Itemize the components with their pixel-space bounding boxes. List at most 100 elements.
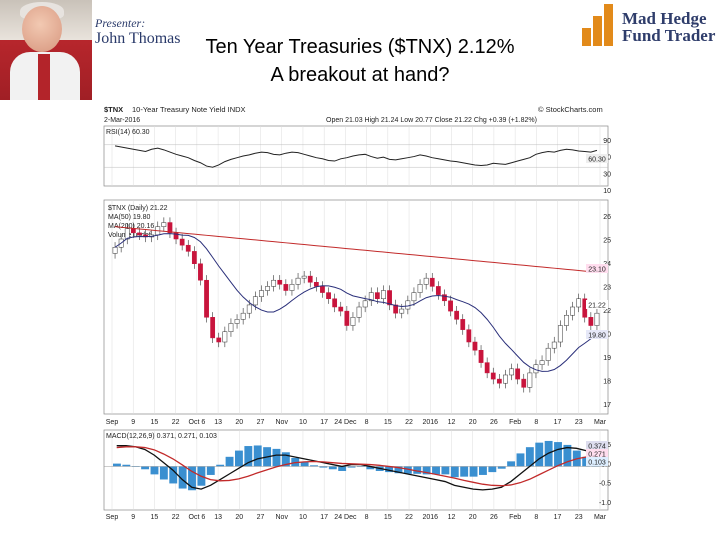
candle (301, 275, 307, 279)
x-axis-label: 15 (384, 419, 392, 426)
candle (332, 298, 338, 308)
x-axis-label-bottom: 8 (534, 514, 538, 521)
chart-description: 10-Year Treasury Note Yield INDX (132, 105, 246, 114)
x-axis-label: 13 (214, 419, 222, 426)
macd-histogram-bar (338, 466, 347, 471)
x-axis-label: Oct 6 (189, 419, 206, 426)
macd-value-tag: 0.374 (588, 444, 606, 451)
candle (454, 310, 460, 320)
candle (228, 323, 234, 332)
macd-panel (103, 429, 609, 511)
rsi-label: RSI(14) 60.30 (106, 129, 150, 136)
close-value-tag-bg (586, 300, 608, 309)
x-axis-label: 8 (534, 419, 538, 426)
candle (399, 308, 405, 314)
macd-histogram-bar (206, 466, 215, 475)
x-axis-label: 23 (575, 419, 583, 426)
ma200-value-tag-bg (586, 264, 608, 273)
hist-value-tag-bg (586, 457, 608, 466)
candle (478, 350, 484, 363)
candle (435, 286, 441, 295)
macd-histogram-bar (319, 466, 328, 468)
candle (167, 222, 173, 234)
macd-histogram-bar (460, 466, 469, 477)
stockcharts-chart: $TNX 10-Year Treasury Note Yield INDX © … (103, 105, 611, 521)
x-axis-label-bottom: Feb (509, 514, 521, 521)
candle (576, 298, 582, 308)
price-tick: 19 (603, 355, 611, 362)
candle (527, 372, 533, 388)
legend-series: $TNX (Daily) 21.22 (108, 205, 168, 212)
chart-date: 2-Mar-2016 (104, 117, 140, 124)
candle (204, 279, 209, 318)
x-axis-label: Feb (509, 419, 521, 426)
candle (240, 312, 246, 320)
candle (277, 279, 283, 285)
ma200-line (115, 226, 597, 273)
signal-value-tag-bg (586, 449, 608, 458)
candle (222, 331, 228, 343)
x-axis-label: 2016 (422, 419, 438, 426)
chart-symbol: $TNX (104, 105, 123, 114)
candle (557, 325, 563, 343)
candle (362, 300, 368, 308)
macd-tick: -1.0 (599, 500, 611, 507)
x-axis-label: 17 (554, 419, 562, 426)
presenter-tie (38, 54, 50, 100)
macd-histogram-bar (244, 446, 253, 467)
candle (381, 290, 386, 300)
macd-histogram-bar (432, 466, 440, 475)
candle (252, 296, 258, 306)
macd-value-tag-bg (586, 441, 608, 450)
candle (161, 222, 167, 227)
candle (387, 290, 392, 306)
x-axis-label-bottom: 17 (554, 514, 562, 521)
macd-histogram-bar (178, 466, 187, 489)
candle (539, 360, 545, 365)
candle (466, 329, 472, 343)
candle (191, 251, 197, 264)
candle (137, 232, 142, 236)
macd-histogram-bar (422, 466, 431, 475)
macd-histogram-bar (188, 466, 196, 491)
candle (545, 347, 551, 361)
x-axis-label-bottom: 20 (469, 514, 477, 521)
x-axis-label-bottom: 22 (172, 514, 180, 521)
candle (368, 292, 374, 302)
x-axis-label-bottom: 13 (214, 514, 222, 521)
candle (320, 286, 325, 293)
macd-histogram-bar (300, 461, 309, 467)
x-axis-label-bottom: 10 (299, 514, 307, 521)
macd-histogram-bar (216, 464, 225, 467)
x-axis-label: 20 (235, 419, 243, 426)
candle (448, 300, 453, 312)
candle (130, 228, 136, 234)
candle (570, 306, 575, 316)
candle (326, 292, 331, 300)
candle (594, 312, 600, 326)
presenter-label: Presenter: (95, 16, 146, 30)
x-axis-label-bottom: 20 (235, 514, 243, 521)
macd-histogram-bar (159, 466, 168, 480)
x-axis-label-bottom: 22 (405, 514, 413, 521)
signal-value-tag: 0.271 (588, 452, 606, 459)
macd-histogram-bar (497, 466, 506, 469)
x-axis-label-bottom: 23 (575, 514, 583, 521)
x-axis-label: 26 (490, 419, 498, 426)
candle (411, 292, 417, 302)
rsi-tick: 30 (603, 171, 611, 178)
candle (564, 314, 569, 326)
candle (521, 378, 527, 388)
candle (234, 319, 240, 324)
x-axis-label: Nov (276, 419, 289, 426)
candle (490, 372, 496, 380)
macd-histogram-bar (122, 464, 131, 467)
x-axis-label-bottom: 26 (490, 514, 498, 521)
candle (307, 275, 313, 283)
slide-title: Ten Year Treasuries ($TNX) 2.12% (205, 36, 515, 58)
ma50-value-tag: 19.80 (588, 333, 606, 340)
presenter-block: Presenter: John Thomas (0, 0, 190, 100)
macd-histogram-bar (328, 466, 337, 470)
candle (442, 294, 447, 302)
price-panel (103, 199, 609, 415)
